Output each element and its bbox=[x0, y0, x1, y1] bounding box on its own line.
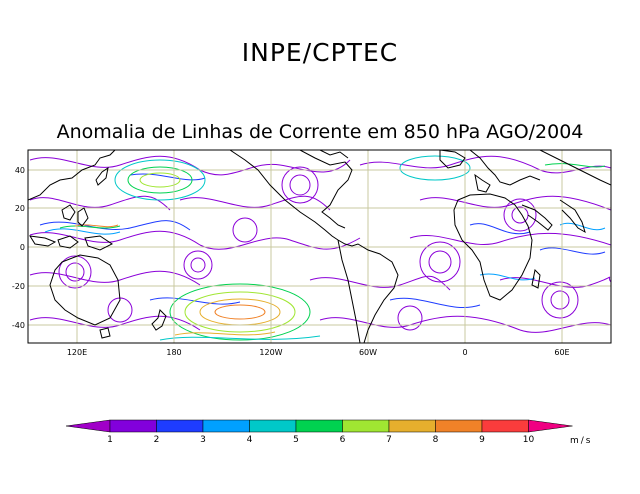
map-frame bbox=[27, 149, 612, 344]
y-tick-label: 0 bbox=[20, 243, 25, 252]
colorbar-label: 4 bbox=[247, 435, 253, 445]
x-axis: 120E 180 120W 60W 0 60E bbox=[67, 348, 570, 357]
streamlines bbox=[29, 155, 611, 341]
map-title: Anomalia de Linhas de Corrente em 850 hP… bbox=[56, 121, 584, 143]
continent-outlines bbox=[28, 150, 611, 343]
colorbar-segment bbox=[156, 419, 204, 433]
x-tick-label: 180 bbox=[166, 348, 181, 357]
y-tick-label: 40 bbox=[15, 166, 25, 175]
colorbar-unit: m/s bbox=[570, 436, 593, 446]
y-axis: 40 20 0 -20 -40 bbox=[12, 166, 25, 330]
colorbar-segment bbox=[109, 419, 157, 433]
x-tick-label: 0 bbox=[462, 348, 467, 357]
header-title: INPE/CPTEC bbox=[241, 38, 399, 67]
colorbar-low-triangle bbox=[65, 419, 111, 433]
colorbar: 1 2 3 4 5 6 7 8 9 10 bbox=[65, 419, 573, 445]
y-tick-label: -20 bbox=[12, 282, 25, 291]
colorbar-segment bbox=[388, 419, 436, 433]
x-tick-label: 60W bbox=[359, 348, 377, 357]
colorbar-segment bbox=[202, 419, 250, 433]
colorbar-segment bbox=[295, 419, 343, 433]
grid-lines bbox=[28, 150, 611, 343]
colorbar-label: 2 bbox=[154, 435, 160, 445]
x-tick-label: 120W bbox=[259, 348, 282, 357]
x-tick-label: 60E bbox=[554, 348, 569, 357]
colorbar-segment bbox=[481, 419, 529, 433]
colorbar-label: 6 bbox=[340, 435, 346, 445]
colorbar-label: 10 bbox=[523, 435, 535, 445]
colorbar-segment bbox=[342, 419, 390, 433]
colorbar-label: 5 bbox=[293, 435, 299, 445]
colorbar-label: 3 bbox=[200, 435, 206, 445]
colorbar-high-triangle bbox=[528, 419, 573, 433]
colorbar-label: 9 bbox=[479, 435, 485, 445]
colorbar-label: 7 bbox=[386, 435, 392, 445]
y-tick-label: -40 bbox=[12, 321, 25, 330]
x-tick-label: 120E bbox=[67, 348, 87, 357]
colorbar-segment bbox=[249, 419, 297, 433]
colorbar-label: 8 bbox=[433, 435, 439, 445]
colorbar-segment bbox=[435, 419, 483, 433]
colorbar-label: 1 bbox=[107, 435, 113, 445]
y-tick-label: 20 bbox=[15, 204, 25, 213]
